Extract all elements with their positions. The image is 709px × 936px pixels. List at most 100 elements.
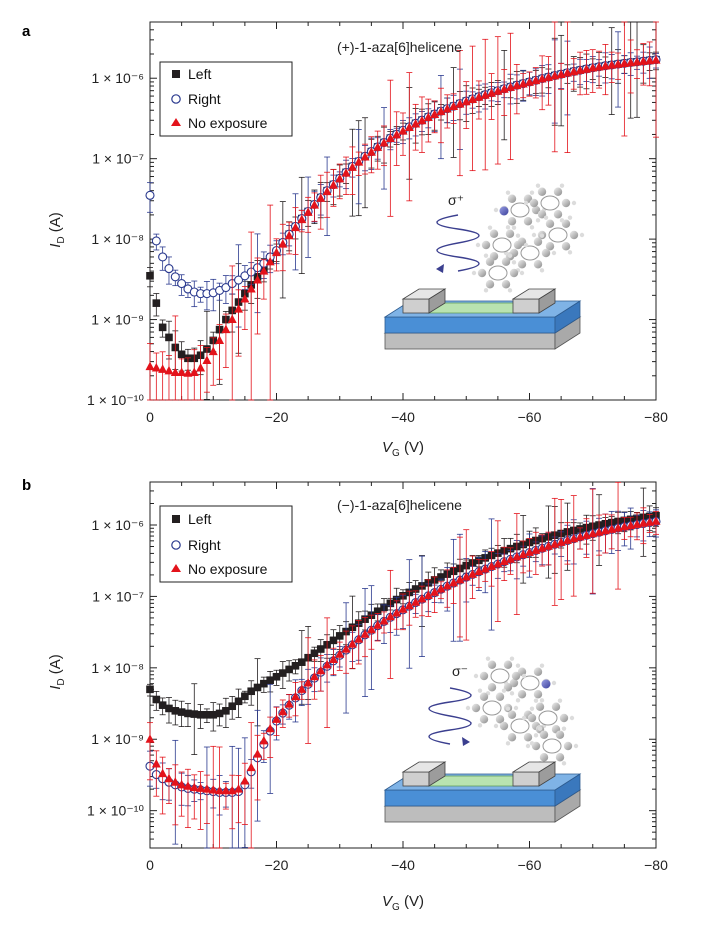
data-point	[259, 266, 269, 275]
data-point	[170, 777, 180, 786]
hydrogen-atom	[507, 288, 513, 293]
data-point	[461, 571, 471, 581]
data-point	[575, 65, 585, 74]
ring-bond	[542, 738, 562, 754]
hydrogen-atom	[523, 242, 529, 248]
hydrogen-atom	[477, 723, 483, 728]
data-point	[607, 60, 617, 69]
ring-bond	[548, 227, 568, 243]
hydrogen-atom	[543, 215, 549, 220]
hydrogen-atom	[551, 680, 557, 686]
legend-no-exposure-marker	[171, 564, 181, 572]
x-tick-label: 0	[146, 409, 154, 425]
data-point	[202, 355, 212, 364]
data-point	[265, 723, 275, 733]
nitrogen-atom	[541, 679, 551, 689]
y-tick-label: 1 × 10⁻⁶	[92, 70, 144, 86]
panel-a-legend-right: Right	[188, 91, 221, 107]
atom	[487, 683, 497, 692]
electrode-side	[428, 288, 446, 314]
panel-a-label: a	[22, 23, 31, 40]
data-point	[246, 762, 256, 772]
atom	[513, 240, 523, 250]
data-point	[145, 734, 155, 743]
data-point	[442, 580, 452, 590]
data-point	[437, 573, 445, 581]
electrode-side	[538, 761, 556, 787]
nitrogen-atom	[499, 206, 509, 216]
data-point	[430, 109, 440, 119]
x-tick-label: −20	[265, 857, 289, 873]
data-point	[177, 779, 187, 789]
data-point	[246, 283, 256, 293]
atom	[533, 690, 543, 699]
atom	[539, 730, 549, 739]
data-point	[284, 230, 294, 240]
data-point	[347, 639, 357, 648]
data-point	[170, 272, 180, 282]
data-point	[253, 275, 263, 284]
electrode	[402, 298, 430, 314]
data-point	[322, 186, 332, 196]
data-point	[151, 236, 161, 246]
panel-a-xlabel: VG (V)	[382, 439, 424, 459]
hydrogen-atom	[529, 225, 535, 230]
panel-b-ylabel: ID (A)	[47, 654, 67, 690]
data-point	[449, 101, 459, 111]
legend-right-marker	[171, 540, 181, 550]
data-point	[379, 615, 389, 625]
light-wave-icon	[428, 687, 472, 745]
atom	[479, 692, 489, 701]
data-point	[373, 620, 383, 629]
data-point	[234, 304, 244, 313]
panel-a-sigma-label: σ⁺	[448, 192, 464, 208]
hydrogen-atom	[487, 225, 493, 230]
electrode	[402, 771, 430, 787]
atom	[527, 713, 537, 723]
molecule-ring	[473, 656, 527, 696]
hydrogen-atom	[561, 726, 567, 731]
data-point	[215, 785, 225, 795]
hydrogen-atom	[473, 673, 479, 679]
hydrogen-atom	[483, 288, 489, 293]
data-point	[151, 759, 161, 768]
hydrogen-atom	[511, 225, 517, 230]
ring-bond	[510, 202, 530, 218]
data-point	[645, 517, 655, 526]
data-point	[272, 672, 281, 681]
hydrogen-atom	[521, 715, 527, 721]
panel-b-sigma-label: σ⁻	[452, 663, 468, 679]
data-point	[215, 335, 225, 344]
data-point	[290, 222, 300, 232]
data-point	[298, 658, 306, 666]
hydrogen-atom	[539, 233, 545, 238]
panel-b-legend-right: Right	[188, 537, 221, 553]
data-point	[600, 60, 610, 70]
data-point	[366, 624, 376, 634]
atom	[561, 219, 571, 228]
data-point	[253, 683, 262, 692]
data-point	[626, 520, 636, 530]
y-tick-label: 1 × 10⁻⁹	[91, 731, 144, 747]
data-point	[278, 239, 288, 248]
atom	[533, 260, 543, 269]
data-point	[291, 661, 300, 670]
data-point	[189, 367, 199, 376]
data-point	[626, 57, 636, 67]
data-point	[165, 704, 173, 713]
data-point	[240, 294, 250, 303]
molecule-ring	[523, 183, 577, 223]
data-point	[151, 362, 161, 372]
data-point	[297, 684, 307, 693]
atom	[535, 702, 545, 711]
molecule-ring	[525, 726, 579, 766]
data-point	[164, 365, 174, 375]
data-point	[177, 708, 186, 716]
data-point	[366, 147, 376, 156]
data-point	[208, 346, 218, 356]
y-tick-label: 1 × 10⁻¹⁰	[87, 803, 144, 819]
data-point	[354, 157, 364, 166]
data-point	[253, 749, 263, 758]
data-point	[398, 126, 408, 135]
data-point	[385, 133, 395, 143]
